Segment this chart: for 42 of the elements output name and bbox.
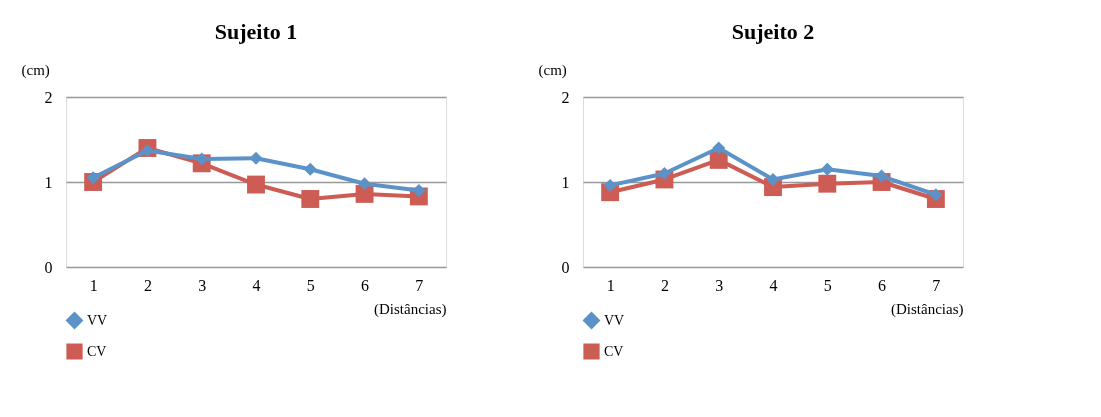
point — [603, 178, 617, 192]
y-tick-label: 1 — [44, 173, 53, 191]
point — [358, 177, 372, 191]
y-tick-label: 0 — [561, 258, 570, 276]
point — [303, 162, 317, 176]
point — [766, 172, 780, 186]
x-tick-label: 1 — [89, 276, 98, 294]
point — [820, 162, 834, 176]
y-axis-title: (cm) — [21, 61, 50, 79]
y-tick-label: 2 — [44, 88, 53, 106]
legend-label: VV — [604, 312, 625, 328]
point — [412, 183, 426, 198]
x-tick-label: 2 — [660, 276, 669, 294]
point — [818, 174, 837, 193]
x-tick-label: 2 — [143, 276, 152, 294]
chart-title: Sujeito 2 — [731, 19, 815, 44]
x-axis-title: (Distâncias) — [891, 300, 964, 318]
y-tick-label: 0 — [44, 258, 53, 276]
point — [249, 151, 263, 165]
x-tick-label: 6 — [878, 276, 887, 294]
x-tick-label: 7 — [415, 276, 424, 294]
x-tick-label: 3 — [198, 276, 207, 294]
chart-title: Sujeito 1 — [214, 19, 298, 44]
point — [712, 141, 726, 155]
x-tick-label: 7 — [932, 276, 941, 294]
x-tick-label: 1 — [606, 276, 615, 294]
legend-label: CV — [87, 343, 107, 359]
y-axis-title: (cm) — [538, 61, 567, 79]
point — [301, 190, 320, 208]
x-tick-label: 4 — [252, 276, 261, 294]
x-tick-label: 5 — [823, 276, 832, 294]
x-tick-label: 6 — [361, 276, 370, 294]
legend-label: VV — [87, 312, 108, 328]
x-tick-label: 5 — [306, 276, 315, 294]
x-axis-title: (Distâncias) — [374, 300, 447, 318]
x-tick-label: 3 — [715, 276, 724, 294]
y-tick-label: 2 — [561, 88, 570, 106]
y-tick-label: 1 — [561, 173, 570, 191]
x-tick-label: 4 — [769, 276, 778, 294]
legend-label: CV — [604, 343, 624, 359]
point — [247, 175, 265, 194]
point — [657, 166, 671, 181]
